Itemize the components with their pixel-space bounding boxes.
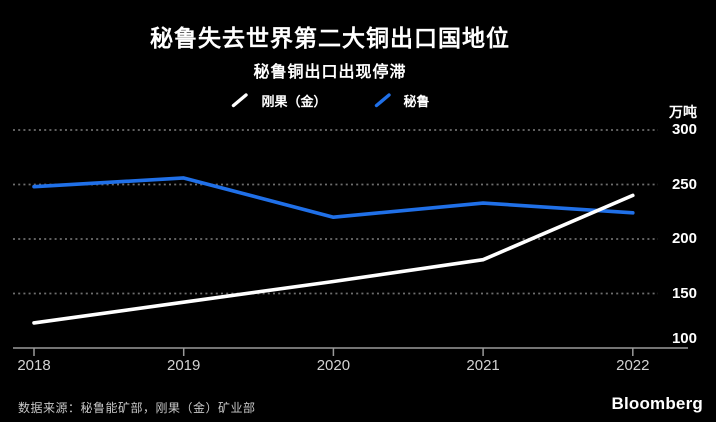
y-tick-label: 200	[671, 230, 697, 247]
series-line-1	[32, 176, 635, 219]
legend-item: 刚果（金）	[230, 91, 327, 110]
series-line-0	[32, 193, 635, 325]
y-tick-label: 150	[671, 284, 697, 302]
legend: 刚果（金） 秘鲁	[0, 89, 660, 111]
x-tick-label: 2018	[17, 357, 51, 374]
x-tick-label: 2019	[167, 357, 201, 374]
chart-subtitle: 秘鲁铜出口出现停滞	[253, 64, 407, 81]
x-tick-label: 2021	[466, 357, 500, 374]
y-axis-unit-label: 万吨	[669, 104, 697, 120]
legend-label: 秘鲁	[403, 93, 430, 109]
source-note: 数据来源：秘鲁能矿部，刚果（金）矿业部	[18, 401, 256, 415]
x-tick-label: 2022	[616, 357, 650, 374]
y-tick-label: 250	[671, 175, 697, 193]
y-tick-label: 300	[671, 121, 697, 138]
legend-item: 秘鲁	[373, 91, 430, 110]
y-tick-label: 100	[671, 330, 697, 347]
x-tick-label: 2020	[316, 357, 351, 374]
chart-title: 秘鲁失去世界第二大铜出口国地位	[150, 25, 510, 51]
legend-line-mark-icon	[374, 92, 391, 107]
bloomberg-logo: Bloomberg	[611, 394, 703, 413]
legend-line-mark-icon	[232, 92, 249, 107]
legend-label: 刚果（金）	[261, 93, 327, 109]
